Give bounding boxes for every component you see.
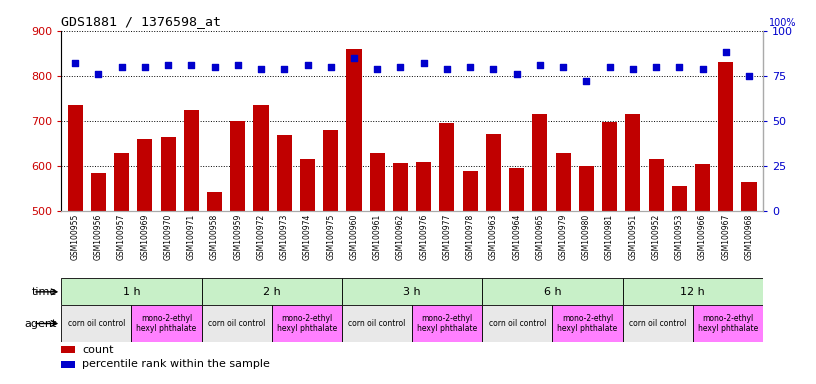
Point <box>184 62 197 68</box>
Bar <box>61 346 75 353</box>
Point <box>534 62 547 68</box>
Point <box>115 64 128 70</box>
Text: 12 h: 12 h <box>681 287 705 297</box>
Point <box>510 71 523 77</box>
Text: 100%: 100% <box>769 18 796 28</box>
Point <box>672 64 685 70</box>
Point <box>580 78 593 84</box>
Bar <box>695 164 710 384</box>
Bar <box>556 154 570 384</box>
Point <box>324 64 337 70</box>
Bar <box>649 159 663 384</box>
Point <box>255 66 268 72</box>
Bar <box>693 305 763 342</box>
Bar <box>463 170 477 384</box>
Text: mono-2-ethyl
hexyl phthalate: mono-2-ethyl hexyl phthalate <box>136 314 197 333</box>
Text: corn oil control: corn oil control <box>68 319 125 328</box>
Text: percentile rank within the sample: percentile rank within the sample <box>82 359 270 369</box>
Bar <box>672 186 687 384</box>
Point <box>487 66 500 72</box>
Bar <box>61 305 131 342</box>
Bar <box>68 105 82 384</box>
Text: time: time <box>32 287 57 297</box>
Bar <box>579 166 594 384</box>
Text: agent: agent <box>24 318 57 329</box>
Point <box>557 64 570 70</box>
Point <box>394 64 407 70</box>
Bar <box>625 114 641 384</box>
Point <box>231 62 244 68</box>
Bar <box>272 305 342 342</box>
Point <box>463 64 477 70</box>
Bar <box>718 62 734 384</box>
Text: corn oil control: corn oil control <box>348 319 406 328</box>
Point <box>603 64 616 70</box>
Text: corn oil control: corn oil control <box>208 319 265 328</box>
Text: GDS1881 / 1376598_at: GDS1881 / 1376598_at <box>61 15 221 28</box>
Point <box>277 66 290 72</box>
Bar <box>230 121 246 384</box>
Bar <box>532 114 548 384</box>
Bar <box>202 305 272 342</box>
Bar <box>254 105 268 384</box>
Bar <box>342 278 482 305</box>
Bar <box>439 123 455 384</box>
Point <box>441 66 454 72</box>
Bar <box>393 163 408 384</box>
Point <box>92 71 105 77</box>
Text: 1 h: 1 h <box>122 287 140 297</box>
Bar <box>202 278 342 305</box>
Text: 2 h: 2 h <box>263 287 281 297</box>
Bar <box>137 139 153 384</box>
Bar <box>277 136 292 384</box>
Bar <box>623 305 693 342</box>
Point <box>69 60 82 66</box>
Point <box>417 60 430 66</box>
Bar <box>342 305 412 342</box>
Point <box>743 73 756 79</box>
Bar <box>742 182 756 384</box>
Bar <box>61 278 202 305</box>
Bar <box>482 305 552 342</box>
Bar <box>114 154 129 384</box>
Bar <box>184 110 199 384</box>
Bar <box>623 278 763 305</box>
Point <box>139 64 152 70</box>
Bar <box>552 305 623 342</box>
Bar <box>91 173 106 384</box>
Point <box>650 64 663 70</box>
Point <box>627 66 640 72</box>
Bar <box>207 192 222 384</box>
Text: 6 h: 6 h <box>543 287 561 297</box>
Point <box>370 66 384 72</box>
Point <box>696 66 709 72</box>
Point <box>301 62 314 68</box>
Text: corn oil control: corn oil control <box>489 319 546 328</box>
Bar <box>412 305 482 342</box>
Text: corn oil control: corn oil control <box>629 319 686 328</box>
Bar <box>486 134 501 384</box>
Bar <box>347 49 361 384</box>
Bar <box>370 152 385 384</box>
Bar <box>323 130 339 384</box>
Text: mono-2-ethyl
hexyl phthalate: mono-2-ethyl hexyl phthalate <box>417 314 477 333</box>
Bar <box>300 159 315 384</box>
Text: mono-2-ethyl
hexyl phthalate: mono-2-ethyl hexyl phthalate <box>277 314 337 333</box>
Text: 3 h: 3 h <box>403 287 421 297</box>
Text: mono-2-ethyl
hexyl phthalate: mono-2-ethyl hexyl phthalate <box>557 314 618 333</box>
Bar <box>61 361 75 368</box>
Text: count: count <box>82 344 113 354</box>
Point <box>348 55 361 61</box>
Bar <box>416 162 431 384</box>
Bar <box>482 278 623 305</box>
Point <box>719 49 732 55</box>
Point <box>162 62 175 68</box>
Bar <box>131 305 202 342</box>
Point <box>208 64 221 70</box>
Bar <box>509 168 524 384</box>
Text: mono-2-ethyl
hexyl phthalate: mono-2-ethyl hexyl phthalate <box>698 314 758 333</box>
Bar <box>161 137 175 384</box>
Bar <box>602 122 617 384</box>
